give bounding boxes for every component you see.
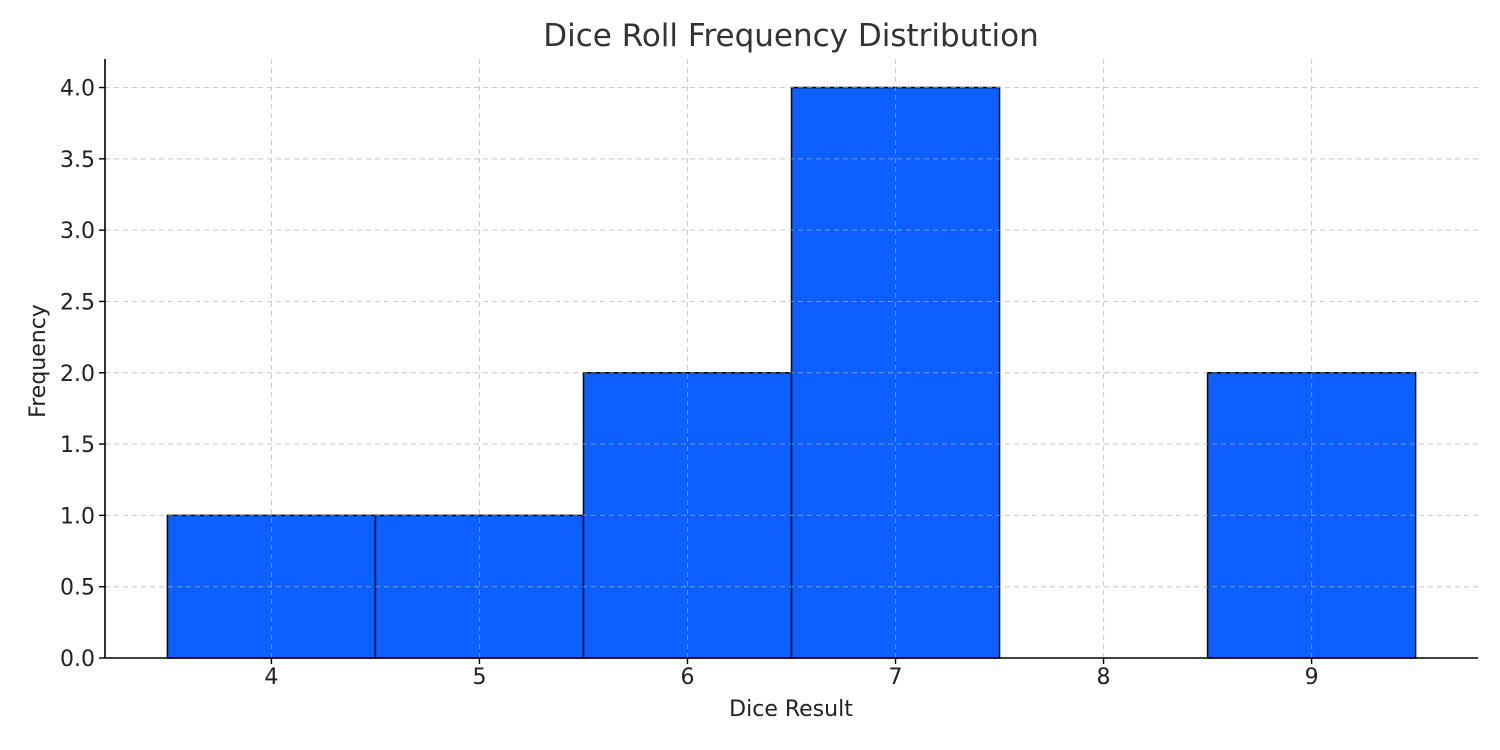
x-tick-label: 6 — [680, 665, 694, 690]
y-tick-label: 4.0 — [60, 77, 95, 102]
y-tick-label: 0.5 — [60, 576, 95, 601]
x-tick-label: 4 — [264, 665, 278, 690]
x-tick-label: 9 — [1305, 665, 1319, 690]
x-axis-label: Dice Result — [729, 697, 853, 722]
y-axis-label: Frequency — [26, 304, 51, 418]
y-tick-label: 2.5 — [60, 290, 95, 315]
bar-6 — [582, 372, 793, 659]
grid-lines-overlay — [105, 59, 1478, 659]
y-tick-label: 1.0 — [60, 504, 95, 529]
tick-labels: 0.0 0.5 1.0 1.5 2.0 2.5 3.0 3.5 4.0 4 5 6 7 8 9 — [60, 77, 1319, 690]
x-tick-label: 5 — [472, 665, 486, 690]
y-tick-label: 3.0 — [60, 219, 95, 244]
x-tick-label: 8 — [1097, 665, 1111, 690]
chart-title: Dice Roll Frequency Distribution — [543, 18, 1039, 54]
axes — [99, 59, 1478, 664]
y-tick-label: 0.0 — [60, 647, 95, 672]
y-tick-label: 3.5 — [60, 148, 95, 173]
y-tick-label: 2.0 — [60, 362, 95, 387]
y-tick-label: 1.5 — [60, 433, 95, 458]
x-tick-label: 7 — [889, 665, 903, 690]
